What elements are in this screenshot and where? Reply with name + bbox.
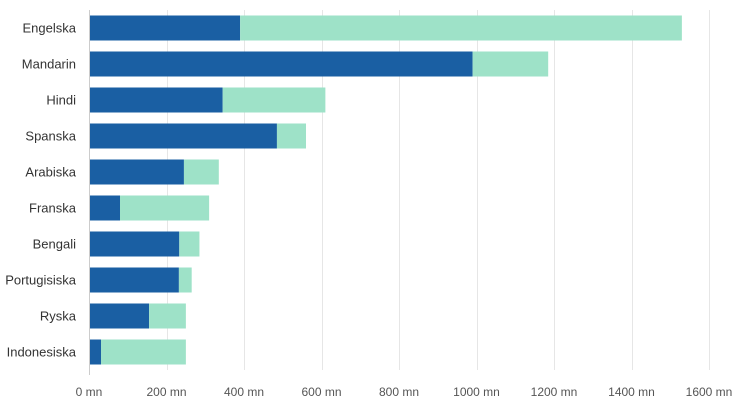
bars xyxy=(89,15,682,365)
bar-hindi-series-2[interactable] xyxy=(222,87,326,113)
category-label: Bengali xyxy=(33,237,76,252)
category-label: Mandarin xyxy=(22,57,76,72)
x-tick-label: 400 mn xyxy=(224,385,264,399)
category-label: Hindi xyxy=(46,93,76,108)
bar-portugisiska-series-2[interactable] xyxy=(178,267,192,293)
bar-portugisiska-series-1[interactable] xyxy=(89,267,179,293)
category-label: Engelska xyxy=(23,21,77,36)
bar-spanska-series-2[interactable] xyxy=(276,123,306,149)
x-tick-label: 800 mn xyxy=(379,385,419,399)
x-axis-tick-labels: 0 mn 200 mn 400 mn 600 mn 800 mn 1000 mn 1200 … xyxy=(76,385,733,399)
bar-engelska-series-2[interactable] xyxy=(240,15,682,41)
x-tick-label: 0 mn xyxy=(76,385,103,399)
category-label: Arabiska xyxy=(25,165,76,180)
bar-indonesiska-series-2[interactable] xyxy=(101,339,186,365)
x-tick-label: 1600 mn xyxy=(686,385,733,399)
bar-arabiska-series-2[interactable] xyxy=(183,159,219,185)
bar-bengali-series-2[interactable] xyxy=(179,231,200,257)
bar-hindi-series-1[interactable] xyxy=(89,87,223,113)
category-label: Indonesiska xyxy=(7,345,77,360)
x-tick-label: 1000 mn xyxy=(453,385,500,399)
bar-ryska-series-2[interactable] xyxy=(149,303,186,329)
bar-bengali-series-1[interactable] xyxy=(89,231,180,257)
x-tick-label: 1400 mn xyxy=(608,385,655,399)
category-labels: Engelska Mandarin Hindi Spanska Arabiska Fran… xyxy=(5,21,77,360)
x-tick-label: 200 mn xyxy=(146,385,186,399)
bar-mandarin-series-2[interactable] xyxy=(472,51,549,77)
x-tick-label: 600 mn xyxy=(301,385,341,399)
bar-franska-series-1[interactable] xyxy=(89,195,120,221)
x-tick-label: 1200 mn xyxy=(531,385,578,399)
bar-mandarin-series-1[interactable] xyxy=(89,51,473,77)
bar-ryska-series-1[interactable] xyxy=(89,303,150,329)
bar-engelska-series-1[interactable] xyxy=(89,15,241,41)
bar-arabiska-series-1[interactable] xyxy=(89,159,184,185)
bar-spanska-series-1[interactable] xyxy=(89,123,277,149)
category-label: Ryska xyxy=(40,309,77,324)
bar-indonesiska-series-1[interactable] xyxy=(89,339,102,365)
category-label: Portugisiska xyxy=(5,273,77,288)
category-label: Franska xyxy=(29,201,77,216)
bar-franska-series-2[interactable] xyxy=(120,195,210,221)
category-label: Spanska xyxy=(25,129,76,144)
